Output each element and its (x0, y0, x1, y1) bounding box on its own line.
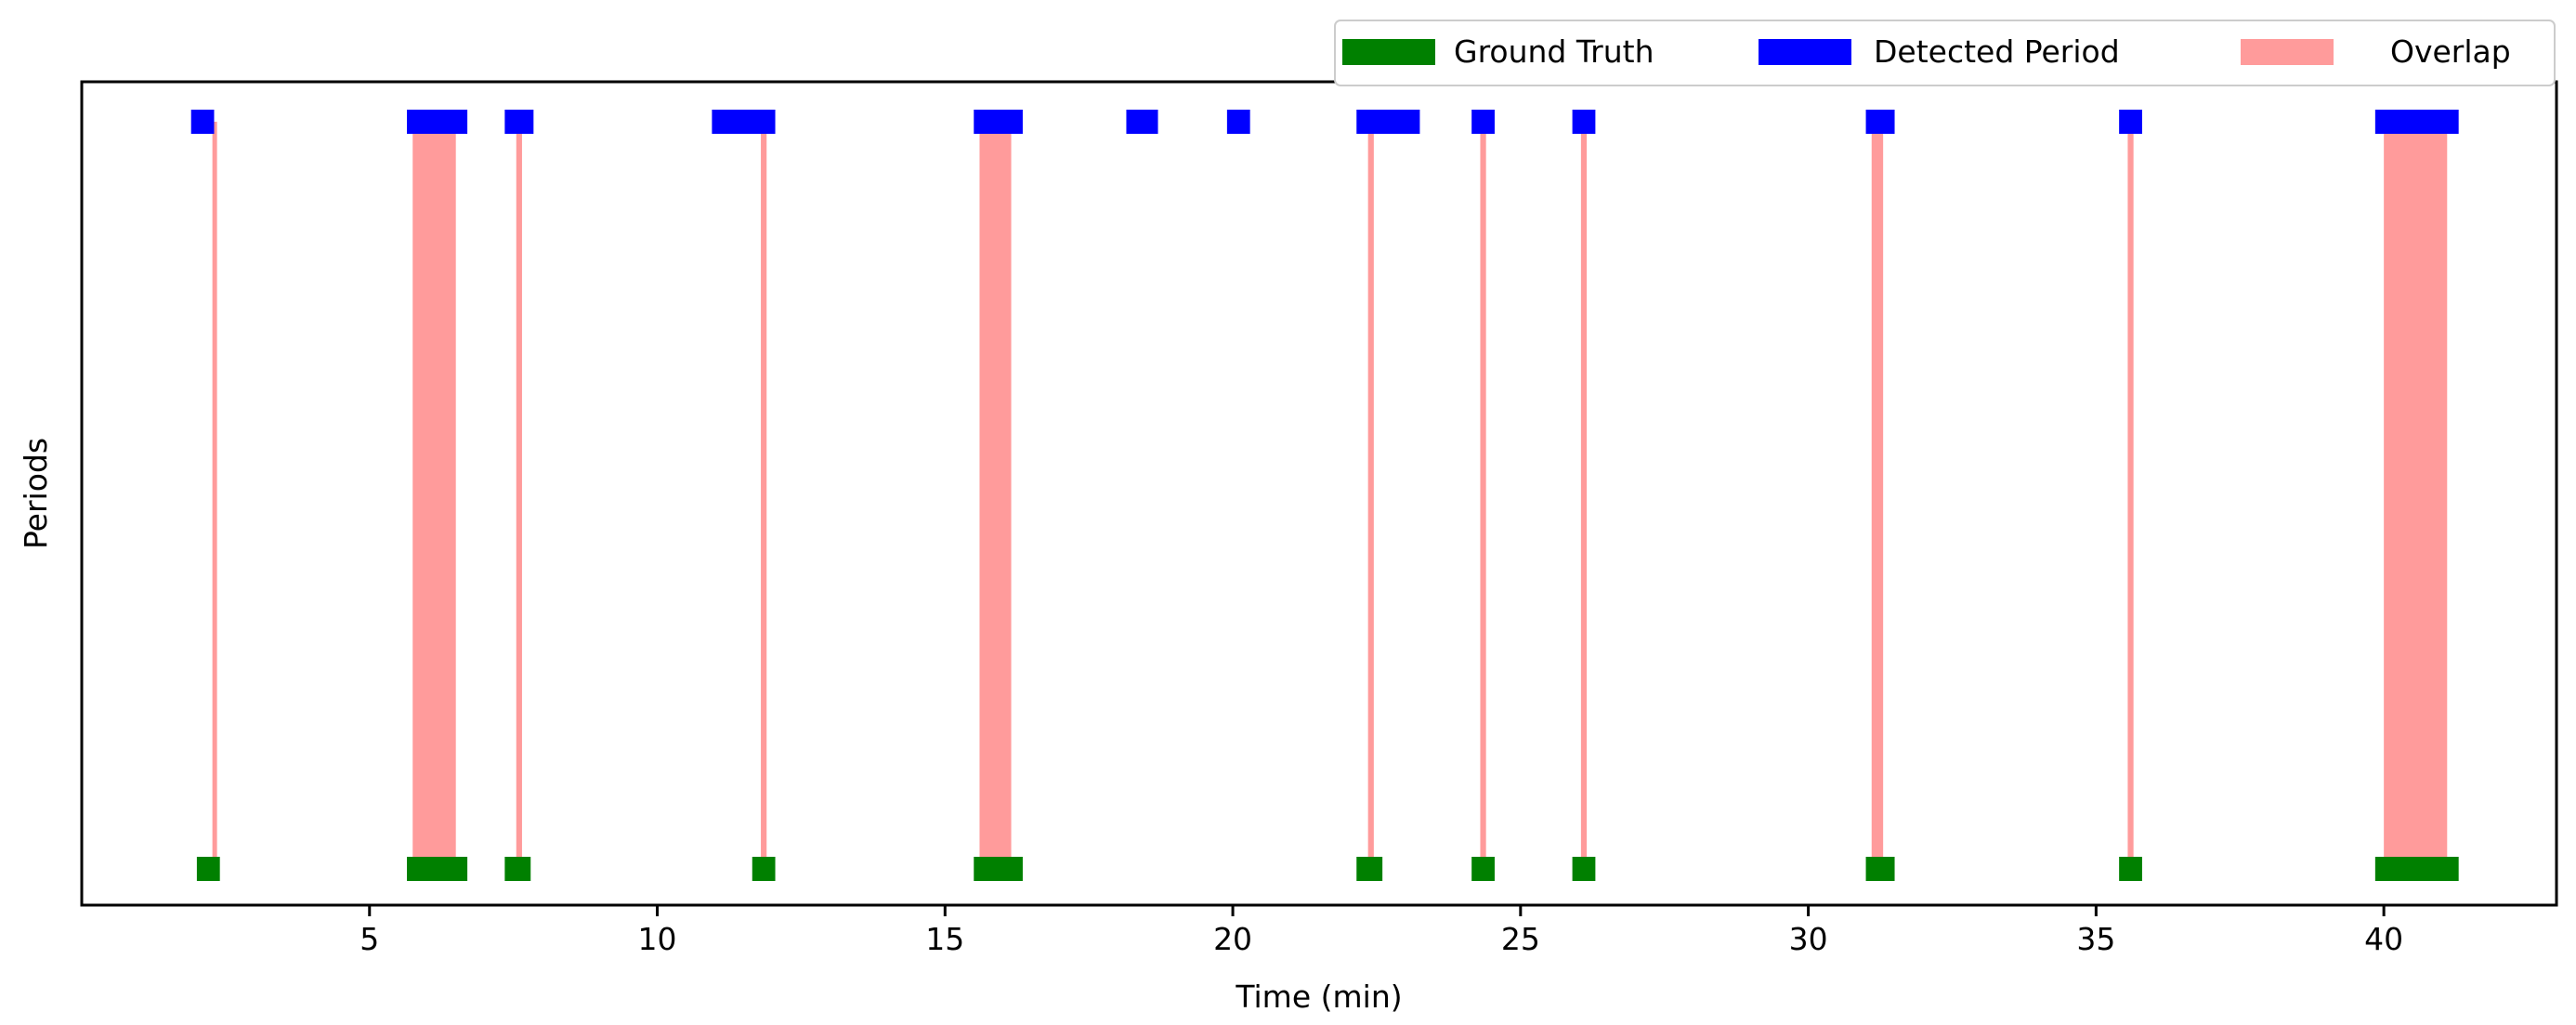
ground-truth-bar-5 (1356, 857, 1383, 881)
ground-truth-bar-7 (1572, 857, 1596, 881)
overlap-band-9 (2127, 122, 2134, 869)
legend-swatch-ground-truth (1342, 39, 1435, 65)
detected-bar-5 (1126, 110, 1158, 134)
legend-swatch-detected-period (1759, 39, 1851, 65)
detected-bar-0 (190, 110, 215, 134)
x-tick-label-20: 20 (1213, 921, 1252, 957)
x-tick-label-30: 30 (1789, 921, 1828, 957)
overlap-band-8 (1871, 122, 1884, 869)
detected-bar-3 (712, 110, 776, 134)
detected-bar-6 (1226, 110, 1250, 134)
overlap-band-1 (412, 122, 456, 869)
overlap-band-3 (761, 122, 767, 869)
overlap-band-2 (516, 122, 522, 869)
legend-label-detected-period: Detected Period (1874, 33, 2120, 70)
detected-bar-12 (2374, 110, 2459, 134)
overlap-band-10 (2384, 122, 2448, 869)
x-axis-ticks: 5 10 15 20 25 30 35 40 (360, 905, 2403, 957)
x-axis-label: Time (min) (1235, 979, 1402, 1015)
ground-truth-bar-10 (2374, 857, 2459, 881)
overlap-band-5 (1367, 122, 1374, 869)
ground-truth-layer (196, 857, 2459, 881)
legend-swatch-overlap (2241, 39, 2334, 65)
ground-truth-bar-2 (504, 857, 531, 881)
ground-truth-bar-6 (1471, 857, 1495, 881)
y-axis-label: Periods (18, 438, 54, 549)
legend-label-ground-truth: Ground Truth (1454, 33, 1654, 70)
legend: Ground Truth Detected Period Overlap (1334, 20, 2556, 86)
overlap-band-0 (212, 122, 217, 869)
detected-bar-10 (1865, 110, 1895, 134)
x-tick-label-35: 35 (2076, 921, 2115, 957)
detected-bar-7 (1356, 110, 1420, 134)
plot-frame (80, 80, 2558, 907)
detected-bar-1 (407, 110, 468, 134)
detected-bar-4 (974, 110, 1023, 134)
x-tick-label-40: 40 (2364, 921, 2403, 957)
detected-bar-8 (1471, 110, 1495, 134)
ground-truth-bar-9 (2119, 857, 2142, 881)
ground-truth-bar-3 (752, 857, 776, 881)
overlap-band-7 (1580, 122, 1588, 869)
x-tick-label-5: 5 (360, 921, 379, 957)
overlap-band-6 (1480, 122, 1486, 869)
x-tick-label-15: 15 (925, 921, 964, 957)
ground-truth-bar-1 (407, 857, 468, 881)
x-tick-label-25: 25 (1501, 921, 1540, 957)
legend-label-overlap: Overlap (2390, 33, 2511, 70)
ground-truth-bar-0 (196, 857, 220, 881)
ground-truth-bar-4 (974, 857, 1023, 881)
overlap-band-4 (979, 122, 1012, 869)
legend-frame (1334, 20, 2556, 86)
detected-layer (190, 110, 2459, 134)
detected-bar-2 (504, 110, 534, 134)
detected-bar-9 (1572, 110, 1596, 134)
overlap-layer (212, 122, 2448, 869)
ground-truth-bar-8 (1865, 857, 1895, 881)
detected-bar-11 (2119, 110, 2142, 134)
x-tick-label-10: 10 (638, 921, 677, 957)
